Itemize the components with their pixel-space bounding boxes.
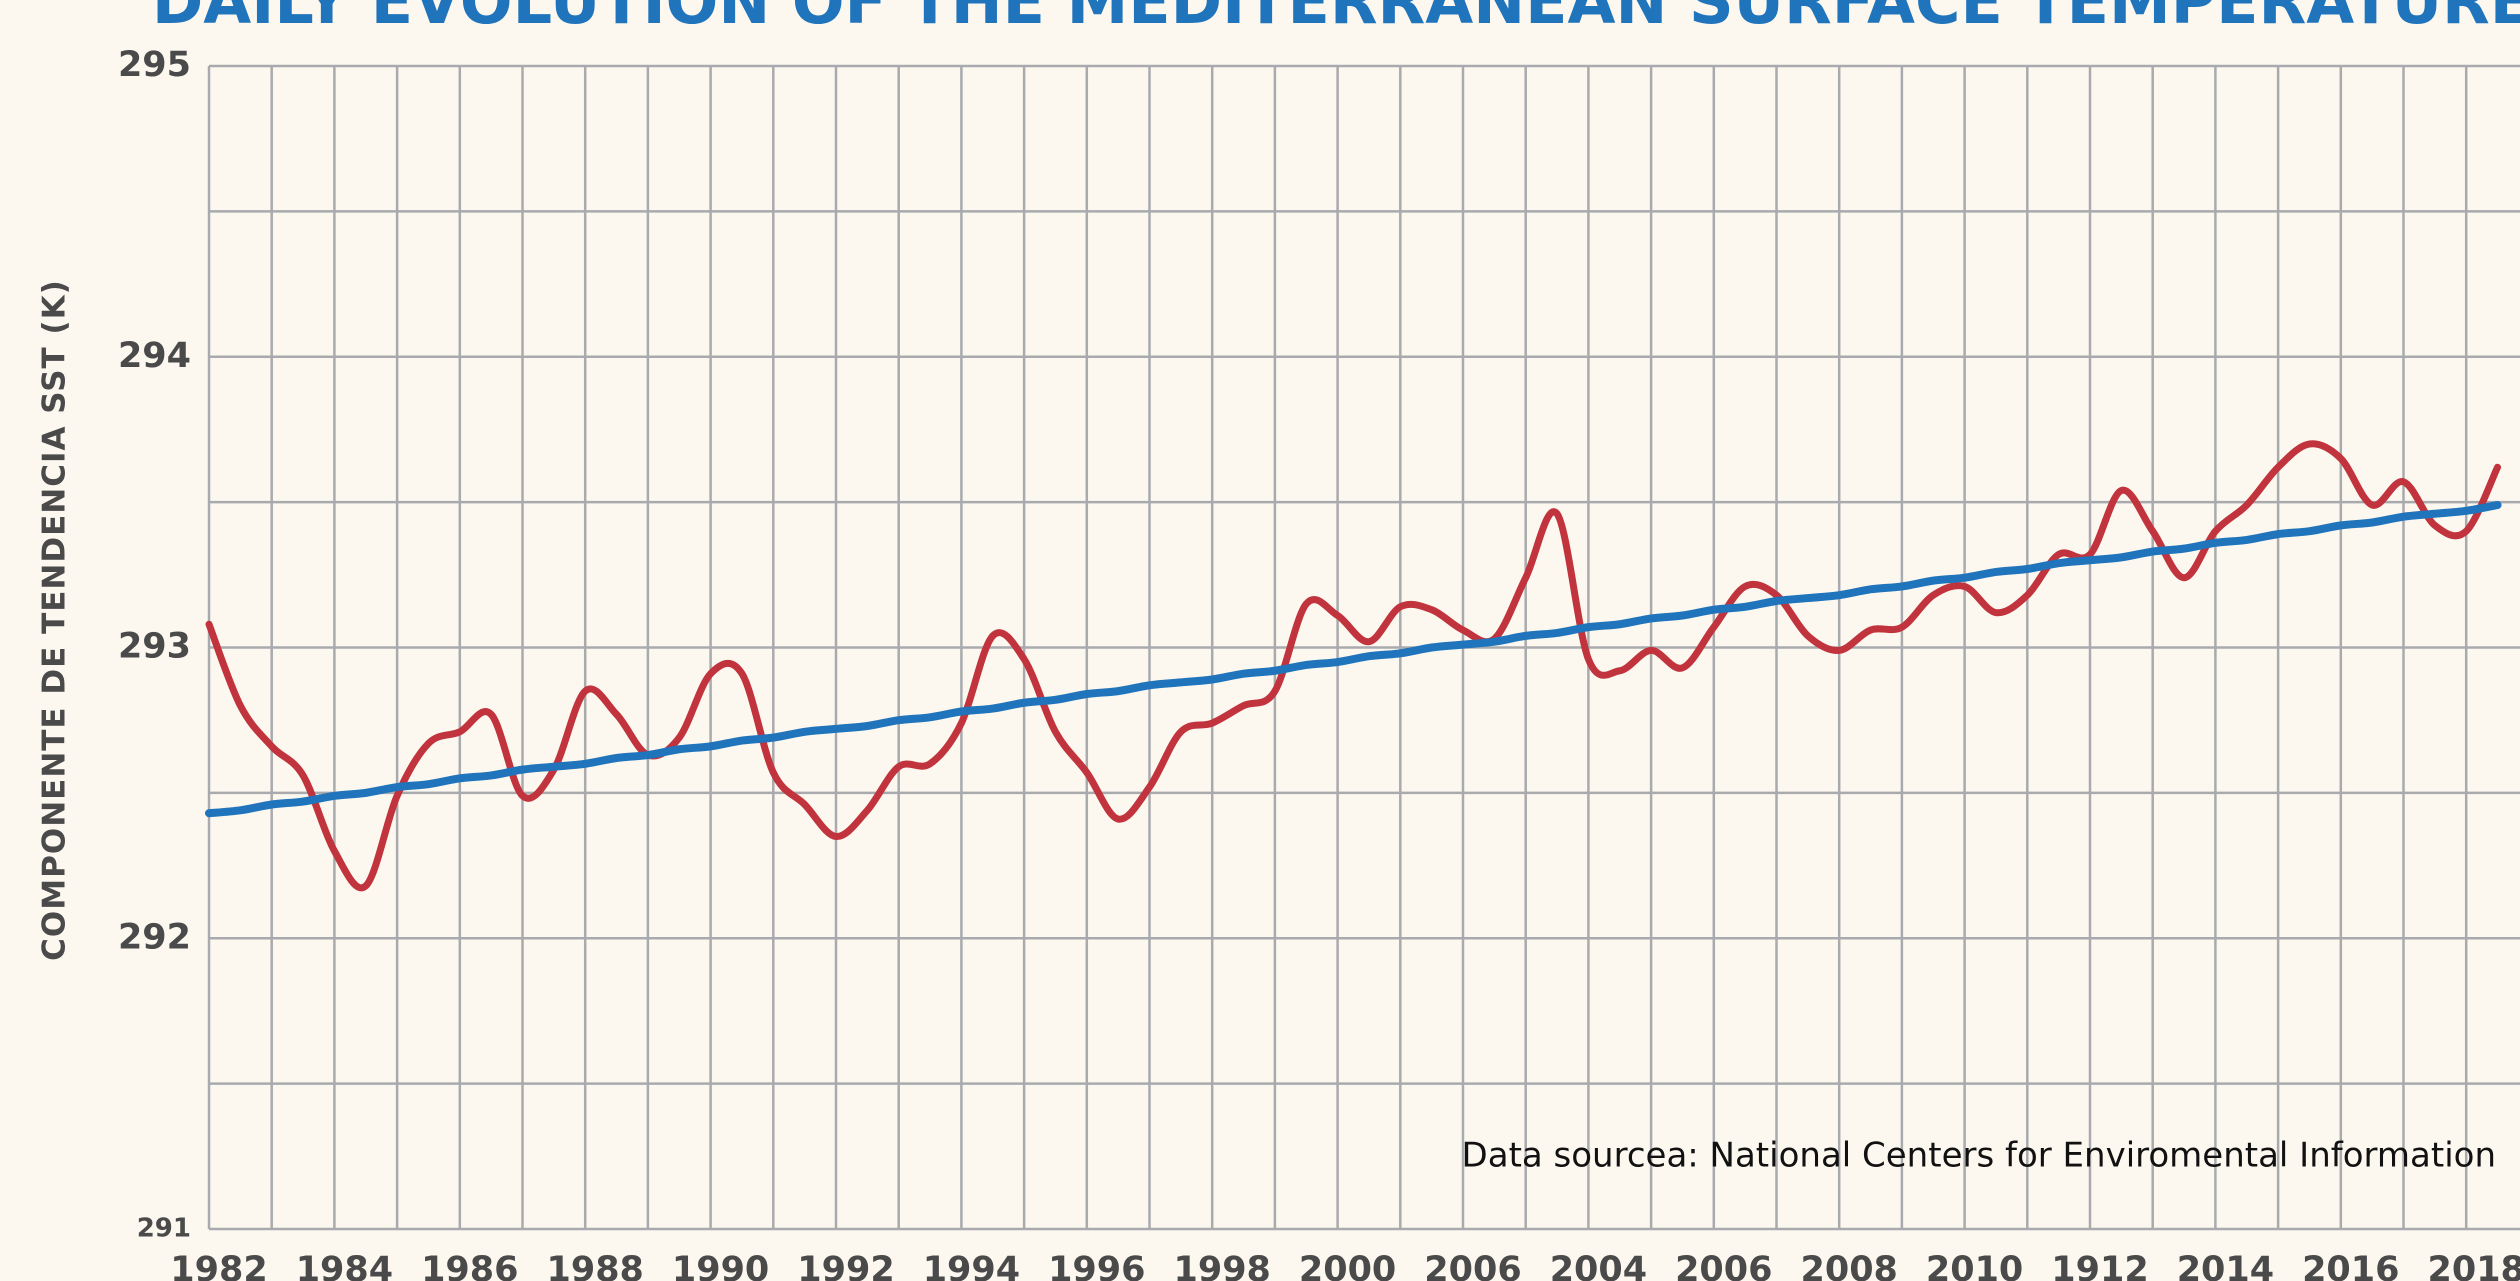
y-tick-label: 291: [137, 1214, 191, 1244]
x-tick-label: 1986: [421, 1250, 518, 1281]
x-tick-label: 1992: [797, 1250, 894, 1281]
x-tick-label: 1988: [546, 1250, 643, 1281]
x-tick-label: 1998: [1173, 1250, 1270, 1281]
y-tick-label: 294: [118, 336, 191, 376]
x-tick-label: 1912: [2051, 1250, 2148, 1281]
x-tick-label: 1984: [296, 1250, 393, 1281]
y-tick-label: 292: [118, 917, 191, 957]
x-tick-label: 2018: [2427, 1250, 2520, 1281]
chart-title: DAILY EVOLUTION OF THE MEDITERRANEAN SUR…: [152, 0, 2520, 38]
x-tick-label: 1996: [1048, 1250, 1145, 1281]
line-series: [205, 501, 2502, 818]
y-axis-label: COMPONENTE DE TENDENCIA SST (K): [37, 279, 73, 961]
x-tick-label: 1990: [672, 1250, 769, 1281]
x-tick-label: 2010: [1926, 1250, 2023, 1281]
x-tick-label: 2016: [2302, 1250, 2399, 1281]
y-tick-label: 295: [118, 45, 191, 85]
plot: [205, 440, 2502, 892]
x-tick-label: 1994: [923, 1250, 1020, 1281]
x-tick-label: 2008: [1800, 1250, 1897, 1281]
x-tick-label: 1982: [170, 1250, 267, 1281]
x-tick-label: 2004: [1550, 1250, 1647, 1281]
annotation: Data sourcea: National Centers for Envir…: [1462, 1136, 2496, 1176]
x-tick-label: 2006: [1675, 1250, 1772, 1281]
x-tick-label: 2000: [1299, 1250, 1396, 1281]
y-tick-label: 293: [118, 627, 191, 667]
line-series: [205, 440, 2502, 892]
x-tick-label: 2014: [2177, 1250, 2274, 1281]
x-tick-label: 2006: [1424, 1250, 1521, 1281]
